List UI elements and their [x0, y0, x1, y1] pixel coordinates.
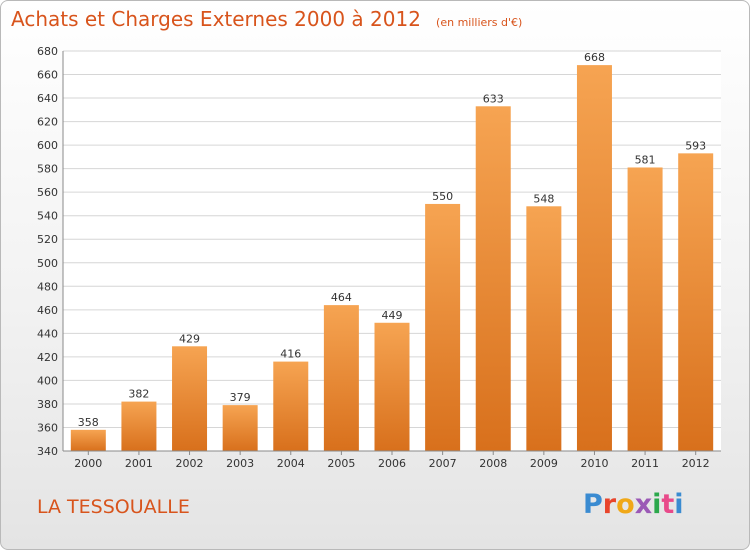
chart-title: Achats et Charges Externes 2000 à 2012: [11, 7, 421, 31]
x-tick-label: 2008: [479, 457, 507, 470]
y-tick-label: 440: [37, 327, 58, 340]
x-tick-label: 2007: [429, 457, 457, 470]
bar-2003[interactable]: [222, 405, 258, 451]
y-axis-ticks: 340 360 380 400 420 440 460 480 500 520 540 560 580 6…: [37, 45, 58, 458]
x-tick-label: 2003: [226, 457, 254, 470]
data-label: 379: [230, 391, 251, 404]
commune-name: LA TESSOUALLE: [37, 496, 190, 518]
logo-letter: P: [583, 489, 603, 520]
x-tick-label: 2004: [277, 457, 305, 470]
x-tick-label: 2010: [580, 457, 608, 470]
y-tick-label: 520: [37, 233, 58, 246]
data-label: 429: [179, 332, 200, 345]
x-tick-label: 2000: [74, 457, 102, 470]
x-tick-label: 2011: [631, 457, 659, 470]
y-tick-label: 580: [37, 163, 58, 176]
data-label: 358: [78, 416, 99, 429]
y-tick-label: 400: [37, 374, 58, 387]
data-label: 668: [584, 51, 605, 64]
bar-2008[interactable]: [475, 106, 511, 451]
chart-subtitle: (en milliers d'€): [436, 16, 523, 29]
y-tick-label: 620: [37, 116, 58, 129]
y-tick-label: 500: [37, 257, 58, 270]
x-tick-label: 2012: [682, 457, 710, 470]
y-tick-label: 540: [37, 210, 58, 223]
bar-2009[interactable]: [526, 206, 562, 451]
data-label: 633: [483, 92, 504, 105]
bar-2002[interactable]: [172, 346, 208, 451]
data-label: 464: [331, 291, 352, 304]
y-tick-label: 380: [37, 398, 58, 411]
bar-2010[interactable]: [576, 65, 612, 451]
x-axis-ticks: 2000 2001 2002 2003 2004 2005 2006 2007 2008 2009…: [74, 451, 710, 470]
y-tick-label: 600: [37, 139, 58, 152]
bar-2004[interactable]: [273, 361, 309, 451]
y-tick-label: 480: [37, 280, 58, 293]
title-row: Achats et Charges Externes 2000 à 2012 (…: [11, 7, 522, 31]
y-tick-label: 360: [37, 421, 58, 434]
y-tick-label: 660: [37, 69, 58, 82]
logo-letter: t: [661, 489, 675, 520]
x-tick-label: 2006: [378, 457, 406, 470]
proxiti-logo[interactable]: Proxiti: [583, 489, 684, 520]
logo-letter: o: [616, 489, 635, 520]
y-tick-label: 640: [37, 92, 58, 105]
logo-letter: i: [674, 489, 684, 520]
data-label: 550: [432, 190, 453, 203]
bar-2012[interactable]: [678, 153, 714, 451]
x-tick-label: 2001: [125, 457, 153, 470]
data-label: 382: [128, 388, 149, 401]
logo-letter: x: [634, 489, 653, 520]
bar-2006[interactable]: [374, 322, 410, 451]
y-tick-label: 680: [37, 45, 58, 58]
data-labels: 358 382 429 379 416 464 449 550 633 548 668 581 593: [78, 51, 706, 429]
x-tick-label: 2005: [327, 457, 355, 470]
data-label: 416: [280, 348, 301, 361]
data-label: 581: [635, 153, 656, 166]
y-tick-label: 420: [37, 351, 58, 364]
bar-2005[interactable]: [323, 305, 359, 451]
data-label: 593: [685, 139, 706, 152]
y-tick-label: 340: [37, 445, 58, 458]
bar-2001[interactable]: [121, 401, 157, 451]
bars: [70, 65, 714, 451]
data-label: 449: [382, 309, 403, 322]
logo-letter: r: [602, 489, 617, 520]
x-tick-label: 2002: [176, 457, 204, 470]
logo-letter: i: [652, 489, 662, 520]
bar-2000[interactable]: [70, 429, 106, 451]
y-tick-label: 460: [37, 304, 58, 317]
data-label: 548: [533, 192, 554, 205]
x-tick-label: 2009: [530, 457, 558, 470]
bar-2011[interactable]: [627, 167, 663, 451]
y-tick-label: 560: [37, 186, 58, 199]
bar-2007[interactable]: [425, 203, 461, 451]
